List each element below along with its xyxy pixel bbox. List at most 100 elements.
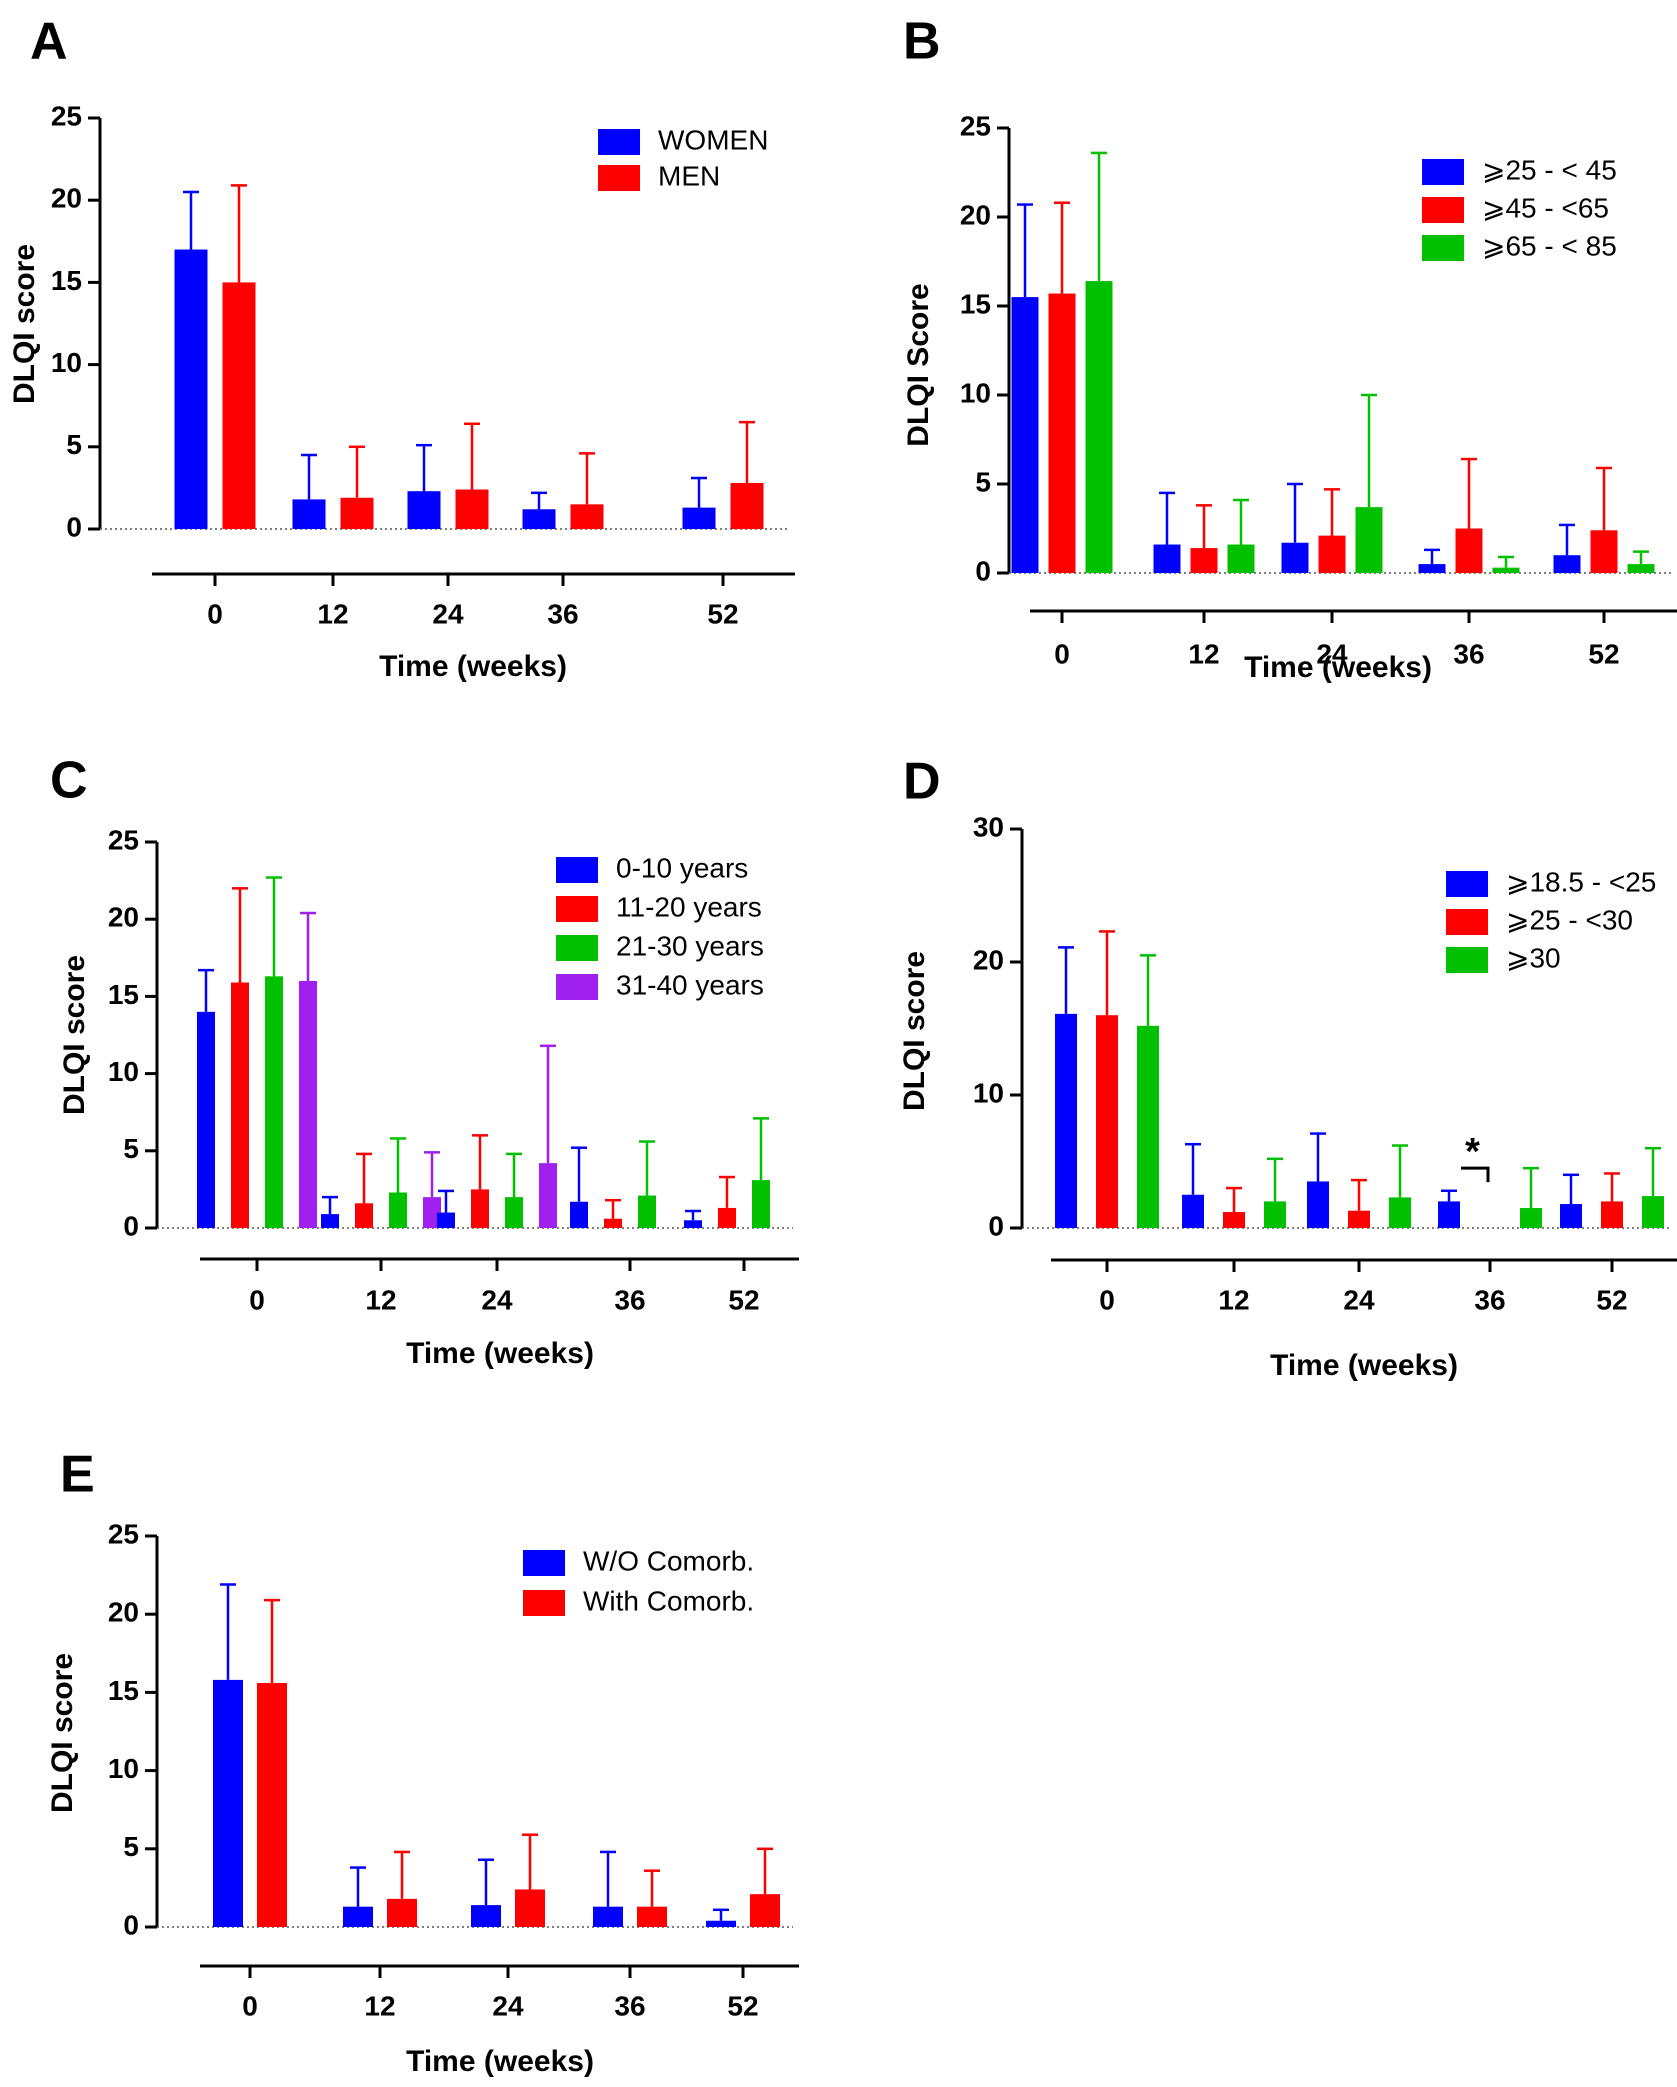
y-tick-label: 0 bbox=[123, 1909, 139, 1940]
legend-label: 21-30 years bbox=[616, 930, 764, 961]
panel-b-chart: B 0 5 10 15 20 25 0 12 24 36 52 Time (weeks) DLQI Sco… bbox=[902, 13, 1677, 684]
bar-red bbox=[1048, 293, 1076, 573]
x-tick-label: 24 bbox=[1343, 1284, 1375, 1315]
x-axis-label: Time (weeks) bbox=[1270, 1349, 1458, 1382]
x-tick-label: 0 bbox=[1099, 1284, 1115, 1315]
x-tick-label: 52 bbox=[707, 598, 738, 629]
y-tick-label: 30 bbox=[973, 811, 1004, 842]
bar-blue bbox=[471, 1905, 501, 1927]
bar-green bbox=[1492, 567, 1520, 573]
y-tick-label: 20 bbox=[960, 199, 991, 230]
bar-green bbox=[1227, 544, 1255, 573]
bar-green bbox=[752, 1180, 770, 1228]
legend-swatch-green bbox=[556, 935, 598, 961]
bar-blue bbox=[343, 1906, 373, 1927]
x-tick-label: 24 bbox=[481, 1284, 513, 1315]
bar-red bbox=[1318, 535, 1346, 573]
bar-red bbox=[231, 982, 249, 1228]
bar-red bbox=[750, 1894, 780, 1927]
legend-label: W/O Comorb. bbox=[583, 1545, 754, 1576]
y-tick-label: 15 bbox=[960, 288, 991, 319]
x-tick-label: 24 bbox=[492, 1990, 524, 2021]
bar-blue bbox=[593, 1906, 623, 1927]
bar-blue bbox=[1553, 555, 1581, 573]
bar-green bbox=[265, 976, 283, 1228]
legend-label: ⩾30 bbox=[1506, 942, 1561, 973]
bar-blue bbox=[1438, 1201, 1460, 1228]
bar-red bbox=[1601, 1201, 1623, 1228]
significance-bracket bbox=[1461, 1166, 1490, 1183]
legend-label: ⩾65 - < 85 bbox=[1482, 230, 1617, 261]
bar-red bbox=[1590, 530, 1618, 573]
bar-blue bbox=[321, 1214, 339, 1228]
y-axis-label: DLQI score bbox=[8, 244, 41, 404]
bar-red bbox=[637, 1906, 667, 1927]
bar-blue bbox=[1418, 564, 1446, 573]
x-tick-label: 36 bbox=[547, 598, 578, 629]
x-tick-label: 0 bbox=[249, 1284, 265, 1315]
bar-green bbox=[1137, 1025, 1159, 1228]
legend-swatch-blue bbox=[1446, 871, 1488, 897]
bar-red bbox=[1190, 548, 1218, 573]
bar-red bbox=[730, 482, 764, 529]
x-tick-label: 52 bbox=[1596, 1284, 1627, 1315]
x-tick-label: 12 bbox=[365, 1284, 396, 1315]
x-tick-label: 12 bbox=[317, 598, 348, 629]
bar-blue bbox=[706, 1920, 736, 1927]
x-tick-label: 0 bbox=[242, 1990, 258, 2021]
panel-letter: B bbox=[903, 13, 941, 71]
y-axis-label: DLQI score bbox=[898, 951, 931, 1111]
bar-blue bbox=[682, 507, 716, 529]
y-tick-label: 5 bbox=[123, 1831, 139, 1862]
legend-swatch-red bbox=[1446, 909, 1488, 935]
legend-swatch-red bbox=[523, 1590, 565, 1616]
bar-red bbox=[1223, 1212, 1245, 1228]
bar-red bbox=[1455, 528, 1483, 573]
x-tick-label: 36 bbox=[1453, 638, 1484, 669]
legend-label: 11-20 years bbox=[616, 891, 762, 922]
bar-red bbox=[1348, 1210, 1370, 1228]
legend-swatch-blue bbox=[523, 1550, 565, 1576]
x-tick-label: 36 bbox=[1474, 1284, 1505, 1315]
bar-purple bbox=[423, 1197, 441, 1228]
legend-label: ⩾45 - <65 bbox=[1482, 192, 1609, 223]
y-tick-label: 5 bbox=[975, 466, 991, 497]
bar-blue bbox=[437, 1212, 455, 1228]
legend-label: ⩾25 - < 45 bbox=[1482, 154, 1617, 185]
legend-swatch-blue bbox=[1422, 159, 1464, 185]
x-tick-label: 24 bbox=[1316, 638, 1348, 669]
bar-blue bbox=[174, 249, 208, 529]
panel-letter: D bbox=[903, 753, 941, 811]
y-tick-label: 10 bbox=[108, 1056, 139, 1087]
x-tick-label: 52 bbox=[728, 1284, 759, 1315]
x-axis-label: Time (weeks) bbox=[1244, 651, 1432, 684]
y-tick-label: 25 bbox=[960, 110, 991, 141]
x-tick-label: 12 bbox=[364, 1990, 395, 2021]
panel-c-chart: C 0 5 10 15 20 25 0 12 24 36 52 Time (weeks) DLQI sco… bbox=[50, 752, 799, 1370]
y-axis-label: DLQI Score bbox=[902, 283, 935, 446]
legend-label: ⩾18.5 - <25 bbox=[1506, 866, 1656, 897]
bar-green bbox=[1355, 507, 1383, 573]
x-axis-label: Time (weeks) bbox=[406, 1337, 594, 1370]
bar-red bbox=[455, 489, 489, 529]
bar-green bbox=[1520, 1208, 1542, 1228]
y-tick-label: 15 bbox=[51, 265, 82, 296]
legend-swatch-red bbox=[556, 896, 598, 922]
x-tick-label: 12 bbox=[1218, 1284, 1249, 1315]
y-axis-label: DLQI score bbox=[58, 955, 91, 1115]
bar-blue bbox=[1153, 544, 1181, 573]
bar-red bbox=[515, 1889, 545, 1927]
x-tick-label: 52 bbox=[727, 1990, 758, 2021]
bar-red bbox=[387, 1898, 417, 1927]
bar-green bbox=[1642, 1196, 1664, 1228]
bar-green bbox=[1389, 1197, 1411, 1228]
bar-blue bbox=[1560, 1204, 1582, 1228]
y-tick-label: 20 bbox=[973, 944, 1004, 975]
significance-star: * bbox=[1465, 1131, 1480, 1173]
x-tick-label: 36 bbox=[614, 1284, 645, 1315]
bar-red bbox=[718, 1207, 736, 1228]
legend-label: MEN bbox=[658, 160, 720, 191]
y-tick-label: 5 bbox=[66, 429, 82, 460]
bar-red bbox=[355, 1203, 373, 1228]
